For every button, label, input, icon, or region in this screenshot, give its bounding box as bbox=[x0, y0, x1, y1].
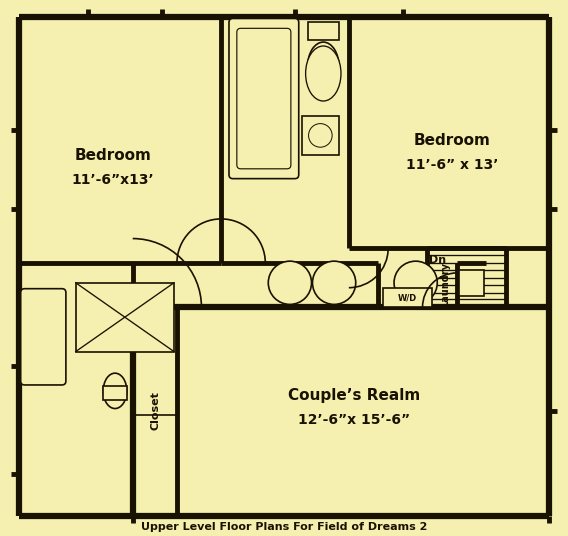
Text: 11’-6” x 13’: 11’-6” x 13’ bbox=[406, 158, 498, 172]
Circle shape bbox=[312, 261, 356, 304]
Text: Laundry: Laundry bbox=[440, 262, 450, 307]
Ellipse shape bbox=[103, 373, 127, 408]
Ellipse shape bbox=[308, 124, 332, 147]
Text: Couple’s Realm: Couple’s Realm bbox=[287, 388, 420, 403]
Bar bbox=[459, 270, 485, 295]
Ellipse shape bbox=[306, 46, 341, 101]
Polygon shape bbox=[19, 17, 549, 516]
Text: W/D: W/D bbox=[398, 293, 417, 302]
Text: Dn: Dn bbox=[429, 255, 446, 265]
Circle shape bbox=[394, 261, 437, 304]
Text: Bedroom: Bedroom bbox=[414, 133, 490, 148]
Text: Bedroom: Bedroom bbox=[74, 147, 152, 162]
Bar bbox=[302, 116, 339, 155]
Text: Closet: Closet bbox=[151, 391, 160, 430]
Bar bbox=[103, 386, 127, 400]
Bar bbox=[308, 23, 339, 40]
Text: 11’-6”x13’: 11’-6”x13’ bbox=[72, 173, 154, 187]
Text: Upper Level Floor Plans For Field of Dreams 2: Upper Level Floor Plans For Field of Dre… bbox=[141, 522, 427, 532]
Bar bbox=[76, 283, 174, 352]
Bar bbox=[383, 288, 432, 307]
Ellipse shape bbox=[308, 42, 339, 91]
Circle shape bbox=[268, 261, 311, 304]
FancyBboxPatch shape bbox=[237, 28, 291, 169]
Text: 12’-6”x 15’-6”: 12’-6”x 15’-6” bbox=[298, 413, 410, 427]
FancyBboxPatch shape bbox=[20, 289, 66, 385]
FancyBboxPatch shape bbox=[229, 19, 299, 178]
